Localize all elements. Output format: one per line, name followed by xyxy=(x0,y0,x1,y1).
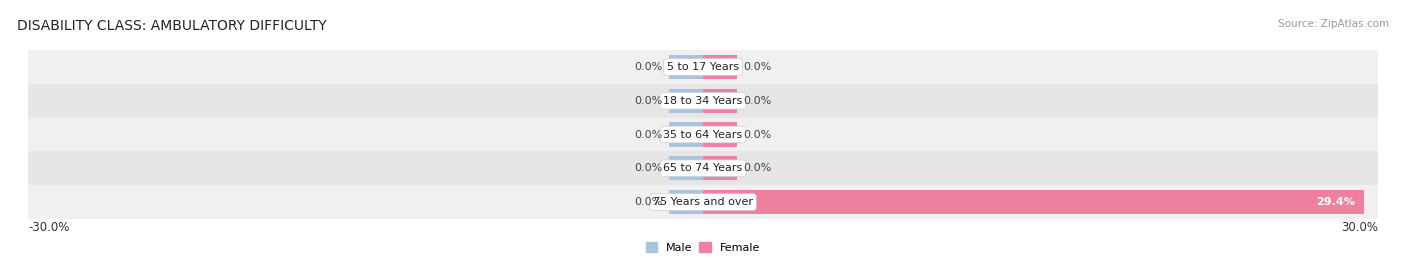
Text: 0.0%: 0.0% xyxy=(634,163,662,173)
Bar xyxy=(703,89,737,113)
Text: 0.0%: 0.0% xyxy=(744,96,772,106)
Bar xyxy=(28,84,1378,118)
Bar xyxy=(669,156,703,180)
Text: 0.0%: 0.0% xyxy=(744,129,772,140)
Bar xyxy=(669,89,703,113)
Text: 0.0%: 0.0% xyxy=(744,163,772,173)
Text: 0.0%: 0.0% xyxy=(634,129,662,140)
Bar xyxy=(28,118,1378,151)
Bar xyxy=(703,190,1364,214)
Text: 75 Years and over: 75 Years and over xyxy=(652,197,754,207)
Bar xyxy=(669,190,703,214)
Legend: Male, Female: Male, Female xyxy=(647,242,759,253)
Bar xyxy=(28,185,1378,219)
Text: 18 to 34 Years: 18 to 34 Years xyxy=(664,96,742,106)
Text: 0.0%: 0.0% xyxy=(634,96,662,106)
Text: 0.0%: 0.0% xyxy=(744,62,772,72)
Bar xyxy=(703,55,737,79)
Text: 30.0%: 30.0% xyxy=(1341,221,1378,234)
Text: 65 to 74 Years: 65 to 74 Years xyxy=(664,163,742,173)
Text: Source: ZipAtlas.com: Source: ZipAtlas.com xyxy=(1278,19,1389,29)
Text: 35 to 64 Years: 35 to 64 Years xyxy=(664,129,742,140)
Text: DISABILITY CLASS: AMBULATORY DIFFICULTY: DISABILITY CLASS: AMBULATORY DIFFICULTY xyxy=(17,19,326,33)
Text: 29.4%: 29.4% xyxy=(1316,197,1355,207)
Bar xyxy=(28,50,1378,84)
Bar xyxy=(669,122,703,147)
Bar xyxy=(669,55,703,79)
Text: 0.0%: 0.0% xyxy=(634,197,662,207)
Text: -30.0%: -30.0% xyxy=(28,221,69,234)
Bar xyxy=(703,156,737,180)
Text: 0.0%: 0.0% xyxy=(634,62,662,72)
Bar xyxy=(28,151,1378,185)
Bar xyxy=(703,122,737,147)
Text: 5 to 17 Years: 5 to 17 Years xyxy=(666,62,740,72)
